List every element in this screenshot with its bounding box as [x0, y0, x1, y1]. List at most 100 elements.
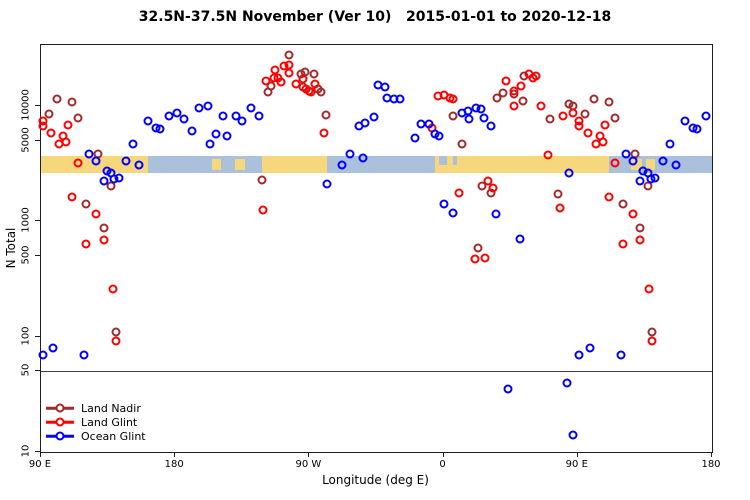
data-point-ocean-glint [628, 156, 638, 166]
data-point-land-glint [108, 284, 118, 294]
map-strip-island [646, 159, 656, 170]
data-point-land-glint [319, 128, 329, 138]
data-point-ocean-glint [211, 129, 220, 139]
data-point-land-glint [38, 121, 47, 131]
x-tick-label: 90 W [295, 459, 322, 470]
data-point-land-nadir [67, 97, 77, 107]
map-strip-sea-inlet [452, 156, 457, 165]
ocean-glint-marker-icon [46, 429, 74, 443]
x-tick-label: 180 [701, 459, 721, 470]
y-tick-label: 500 [20, 245, 32, 265]
data-point-ocean-glint [99, 176, 109, 185]
data-point-ocean-glint [410, 133, 420, 143]
data-point-ocean-glint [203, 101, 213, 111]
data-point-ocean-glint [439, 199, 449, 209]
data-point-ocean-glint [434, 131, 444, 141]
data-point-land-glint [291, 79, 301, 89]
data-point-ocean-glint [38, 350, 47, 359]
data-point-land-glint [261, 76, 271, 86]
data-point-land-nadir [580, 109, 590, 119]
data-point-land-glint [258, 205, 268, 215]
data-point-ocean-glint [424, 119, 434, 129]
data-point-land-glint [46, 128, 56, 138]
y-tick-label: 100 [20, 326, 32, 346]
reference-line-50 [41, 371, 712, 373]
data-point-land-glint [488, 183, 498, 193]
x-tick [711, 452, 712, 457]
map-strip-ocean-segment [148, 156, 262, 173]
data-point-ocean-glint [128, 139, 138, 149]
x-tick-label: 90 E [28, 459, 52, 470]
legend-label: Land Nadir [81, 401, 141, 415]
data-point-land-glint [628, 209, 638, 219]
data-point-land-nadir [257, 175, 267, 185]
data-point-land-glint [618, 239, 627, 249]
x-tick-label: 180 [164, 459, 184, 470]
map-strip-land-segment [434, 156, 610, 173]
data-point-land-glint [591, 139, 601, 149]
y-tick-label: 1000 [20, 207, 32, 233]
data-point-land-glint [600, 120, 610, 130]
data-point-ocean-glint [635, 176, 645, 185]
data-point-land-glint [536, 101, 545, 111]
x-tick [174, 452, 176, 457]
data-point-land-glint [73, 158, 83, 168]
plot-area [38, 44, 713, 453]
data-point-ocean-glint [222, 131, 232, 141]
data-point-land-glint [99, 235, 109, 245]
data-point-ocean-glint [564, 168, 574, 178]
map-strip-island [212, 159, 222, 170]
data-point-land-nadir [647, 327, 657, 337]
data-point-ocean-glint [121, 156, 131, 166]
data-point-ocean-glint [621, 149, 630, 159]
data-point-ocean-glint [486, 121, 496, 131]
data-point-ocean-glint [448, 208, 457, 218]
data-point-ocean-glint [179, 114, 189, 124]
legend-item-ocean-glint: Ocean Glint [46, 429, 146, 443]
data-point-ocean-glint [114, 173, 123, 183]
data-point-ocean-glint [650, 173, 660, 183]
data-point-ocean-glint [380, 82, 390, 92]
data-point-ocean-glint [568, 430, 578, 440]
data-point-land-glint [276, 77, 286, 87]
data-point-ocean-glint [187, 126, 197, 136]
data-point-ocean-glint [358, 153, 368, 163]
x-tick-label: 0 [439, 459, 446, 470]
data-point-land-glint [448, 94, 457, 104]
data-point-ocean-glint [194, 103, 204, 113]
data-point-land-nadir [610, 113, 620, 123]
y-tick [35, 451, 40, 452]
data-point-land-nadir [492, 93, 502, 103]
data-point-land-glint [304, 86, 314, 96]
data-point-ocean-glint [395, 94, 405, 104]
land-glint-marker-icon [46, 415, 74, 429]
data-point-land-nadir [73, 113, 83, 123]
data-point-ocean-glint [479, 113, 489, 123]
data-point-land-glint [54, 139, 64, 149]
data-point-ocean-glint [337, 160, 347, 169]
x-tick [576, 452, 578, 457]
data-point-ocean-glint [205, 139, 214, 149]
data-point-ocean-glint [692, 124, 702, 134]
y-tick [35, 104, 40, 106]
data-point-land-nadir [635, 223, 645, 233]
data-point-ocean-glint [237, 116, 247, 126]
map-strip-island [234, 159, 246, 170]
data-point-land-glint [298, 74, 308, 84]
data-point-land-nadir [553, 189, 563, 199]
data-point-ocean-glint [503, 384, 513, 394]
data-point-land-glint [284, 60, 293, 70]
y-tick [35, 220, 40, 222]
data-point-ocean-glint [254, 111, 264, 121]
data-point-land-glint [568, 108, 578, 118]
data-point-ocean-glint [476, 104, 486, 114]
legend: Land Nadir Land Glint Ocean Glint [46, 401, 146, 443]
x-tick-label: 90 E [565, 459, 588, 470]
data-point-ocean-glint [369, 112, 378, 122]
data-point-land-glint [91, 209, 101, 219]
data-point-land-nadir [457, 139, 466, 149]
data-point-land-nadir [99, 223, 109, 233]
data-point-land-glint [509, 86, 519, 96]
data-point-ocean-glint [246, 103, 256, 113]
data-point-land-nadir [473, 243, 483, 253]
